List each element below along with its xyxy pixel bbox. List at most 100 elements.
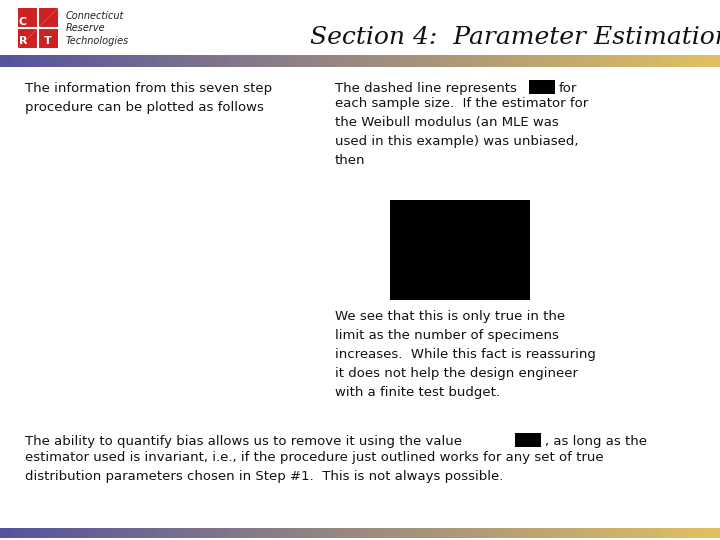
Bar: [259, 55, 264, 67]
Bar: [148, 55, 152, 67]
Bar: [688, 55, 692, 67]
Bar: [320, 55, 325, 67]
Bar: [648, 528, 652, 538]
Bar: [626, 55, 631, 67]
Bar: [691, 528, 696, 538]
Bar: [108, 528, 112, 538]
Bar: [317, 55, 321, 67]
Bar: [11, 55, 15, 67]
Bar: [392, 528, 397, 538]
Bar: [544, 55, 548, 67]
Text: , as long as the: , as long as the: [545, 435, 647, 448]
Bar: [374, 55, 379, 67]
Bar: [558, 528, 562, 538]
Bar: [536, 528, 541, 538]
Bar: [212, 528, 217, 538]
Bar: [108, 55, 112, 67]
Bar: [554, 528, 559, 538]
Bar: [61, 55, 66, 67]
Bar: [198, 55, 202, 67]
Bar: [288, 55, 292, 67]
Bar: [299, 528, 303, 538]
Bar: [245, 528, 249, 538]
Bar: [284, 55, 289, 67]
Bar: [137, 55, 141, 67]
Bar: [367, 528, 372, 538]
Bar: [252, 55, 256, 67]
Bar: [389, 528, 393, 538]
Bar: [277, 528, 282, 538]
Bar: [205, 55, 210, 67]
Bar: [529, 55, 534, 67]
Bar: [331, 528, 336, 538]
Bar: [331, 55, 336, 67]
Bar: [641, 528, 645, 538]
Bar: [601, 528, 606, 538]
Bar: [274, 55, 278, 67]
Bar: [342, 528, 346, 538]
Bar: [191, 55, 195, 67]
Bar: [266, 55, 271, 67]
Bar: [306, 528, 310, 538]
Bar: [461, 528, 465, 538]
Bar: [554, 55, 559, 67]
Text: The information from this seven step
procedure can be plotted as follows: The information from this seven step pro…: [25, 82, 272, 114]
Bar: [94, 528, 98, 538]
Bar: [18, 528, 22, 538]
Bar: [684, 55, 688, 67]
Bar: [317, 528, 321, 538]
Bar: [58, 55, 62, 67]
Bar: [630, 55, 634, 67]
Bar: [529, 528, 534, 538]
Bar: [310, 528, 314, 538]
Bar: [72, 55, 76, 67]
Bar: [716, 55, 720, 67]
Bar: [619, 528, 624, 538]
Bar: [295, 55, 300, 67]
Bar: [346, 55, 350, 67]
Bar: [432, 528, 436, 538]
Bar: [659, 55, 663, 67]
Bar: [634, 55, 638, 67]
Text: Technologies: Technologies: [66, 36, 130, 46]
Bar: [194, 55, 199, 67]
Bar: [54, 55, 58, 67]
Bar: [580, 528, 584, 538]
Bar: [608, 528, 613, 538]
Bar: [76, 55, 80, 67]
Bar: [47, 528, 51, 538]
Bar: [396, 528, 400, 538]
Bar: [598, 55, 602, 67]
Bar: [533, 55, 537, 67]
Bar: [515, 528, 519, 538]
Bar: [65, 55, 69, 67]
Bar: [25, 55, 30, 67]
Bar: [155, 55, 159, 67]
Bar: [493, 55, 498, 67]
Bar: [158, 55, 163, 67]
Bar: [702, 528, 706, 538]
Bar: [551, 528, 555, 538]
Bar: [713, 55, 717, 67]
Bar: [576, 55, 580, 67]
Bar: [544, 528, 548, 538]
Bar: [151, 55, 156, 67]
Bar: [382, 528, 386, 538]
Bar: [468, 528, 472, 538]
Bar: [353, 528, 357, 538]
Bar: [526, 528, 530, 538]
Bar: [673, 528, 678, 538]
Text: We see that this is only true in the
limit as the number of specimens
increases.: We see that this is only true in the lim…: [335, 310, 596, 399]
Bar: [648, 55, 652, 67]
Bar: [162, 528, 166, 538]
Bar: [115, 55, 120, 67]
Bar: [479, 55, 483, 67]
Bar: [612, 55, 616, 67]
Bar: [497, 55, 501, 67]
Bar: [338, 528, 343, 538]
Bar: [4, 528, 8, 538]
Bar: [126, 528, 130, 538]
Bar: [270, 528, 274, 538]
Bar: [310, 55, 314, 67]
Bar: [22, 55, 26, 67]
